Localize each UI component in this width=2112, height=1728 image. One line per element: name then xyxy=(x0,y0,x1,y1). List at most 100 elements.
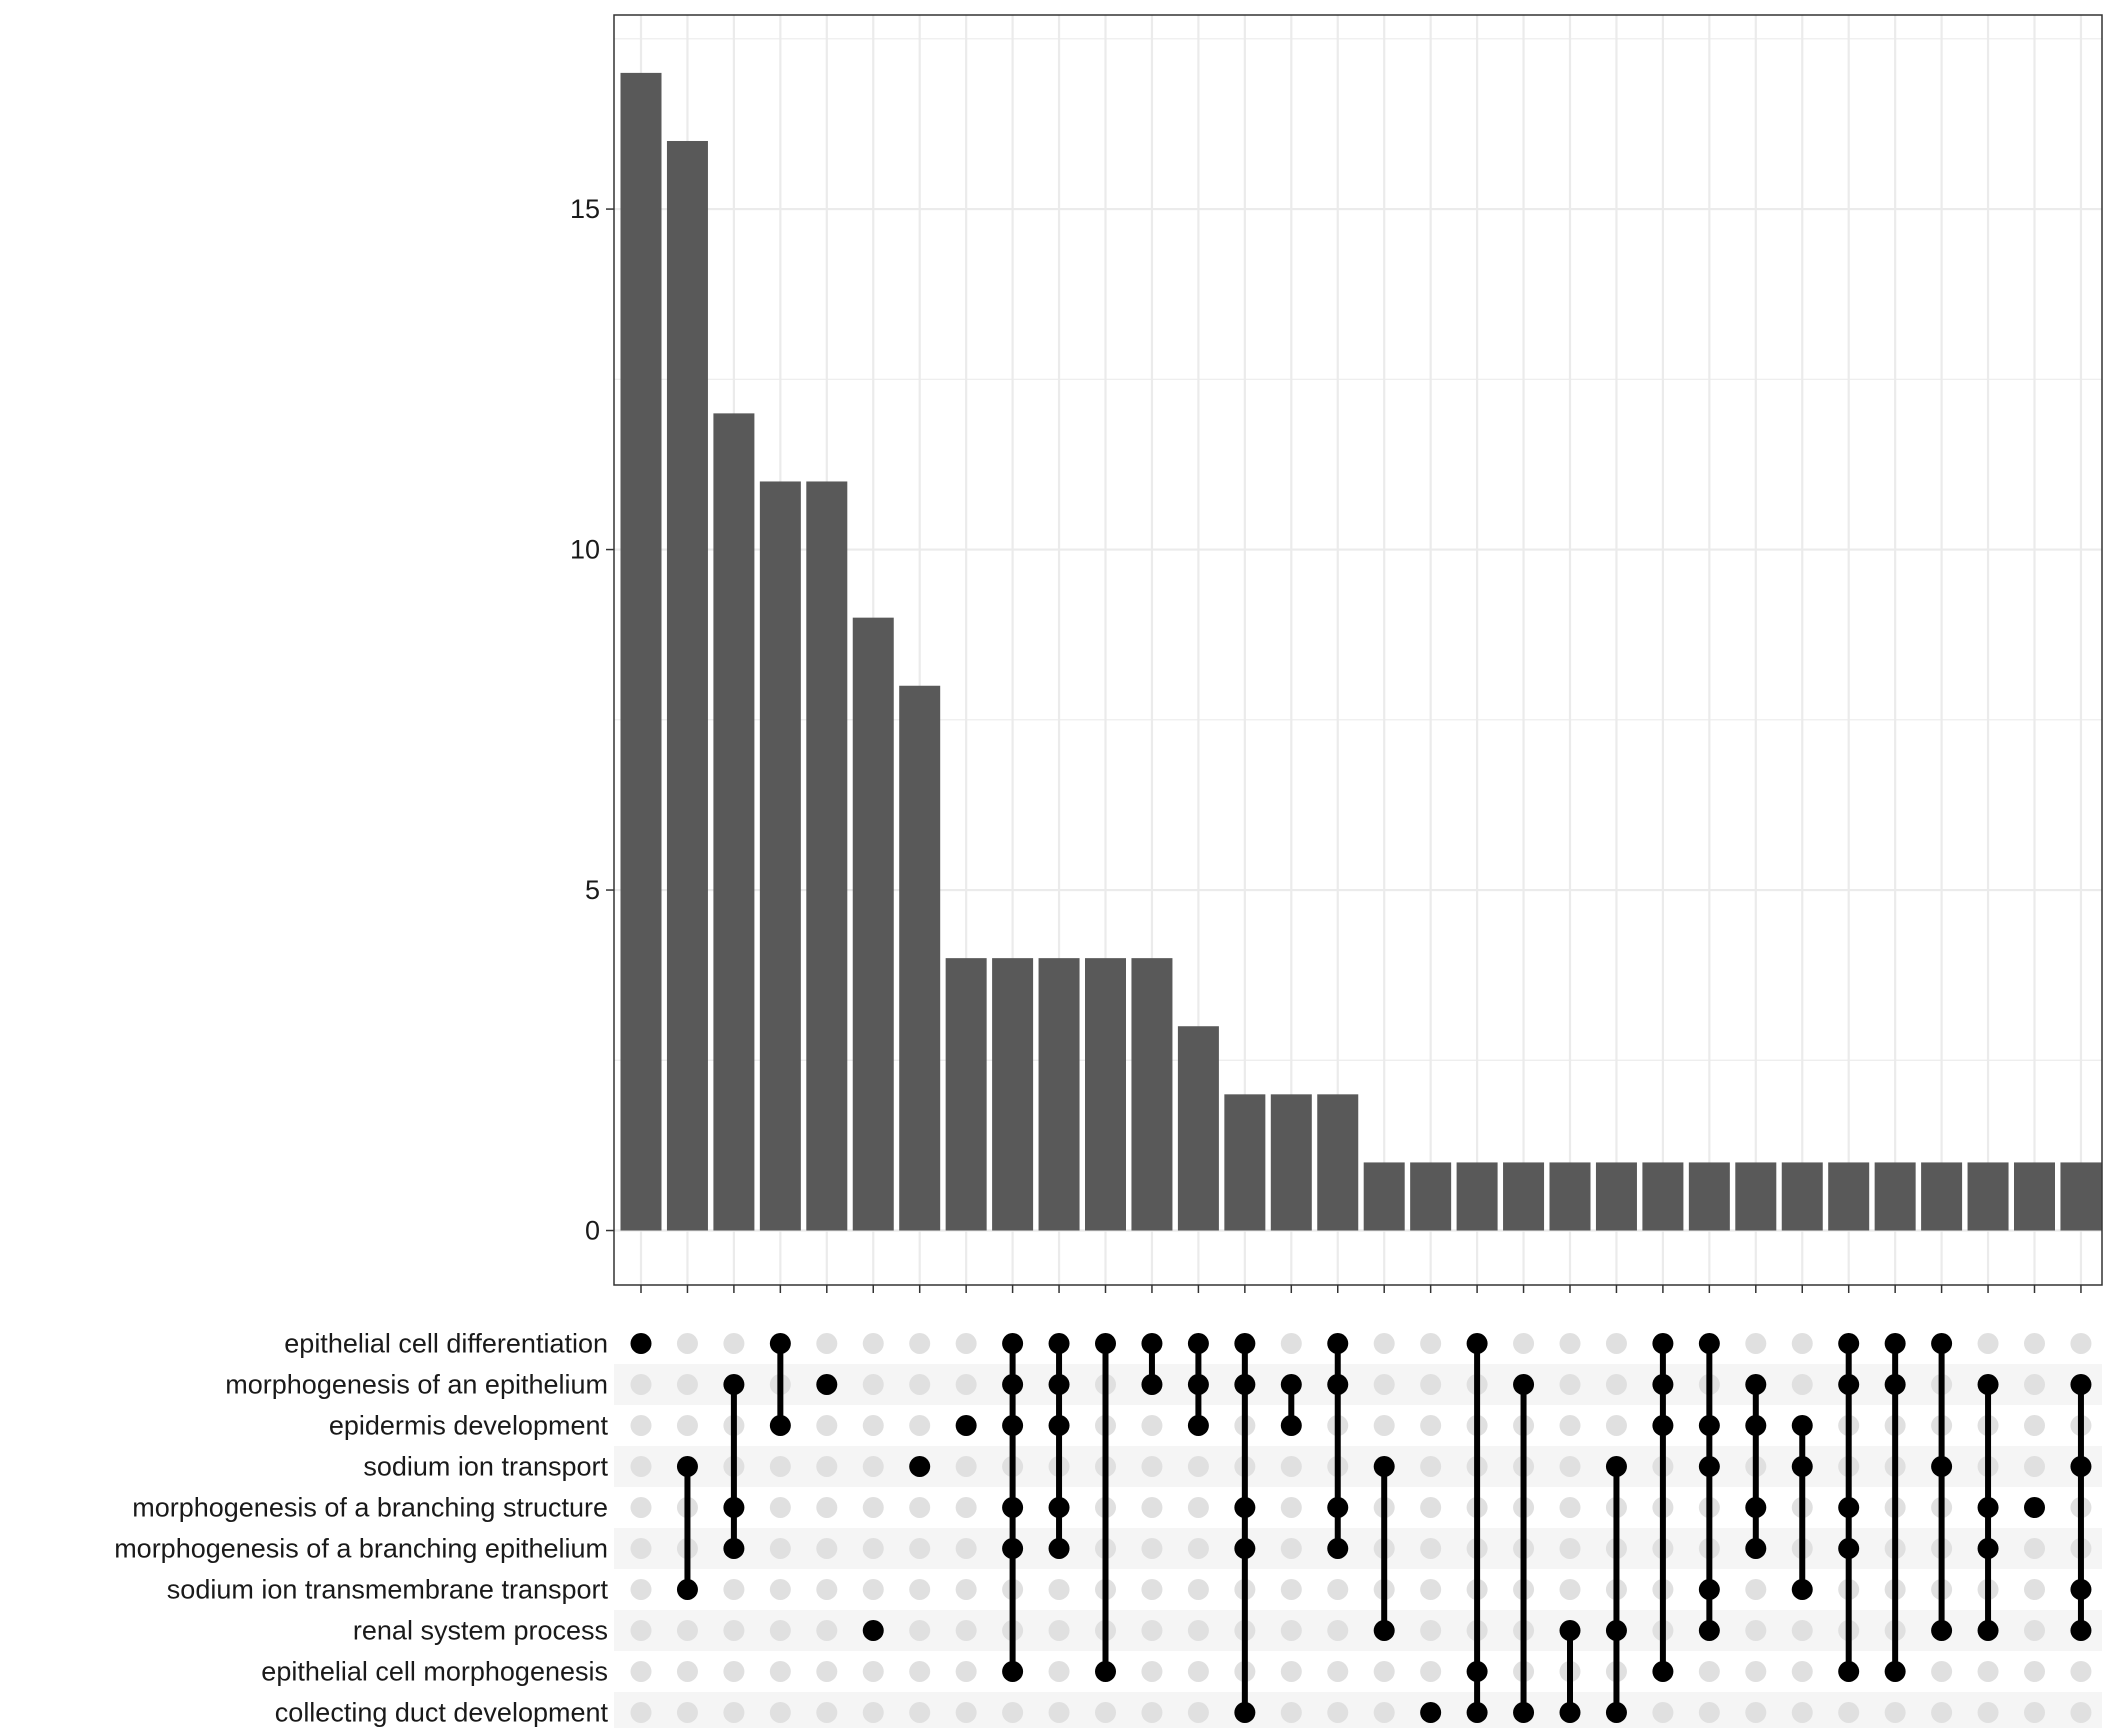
matrix-dot-active xyxy=(630,1333,652,1354)
matrix-dot-inactive xyxy=(769,1456,791,1477)
matrix-dot-inactive xyxy=(955,1333,977,1354)
matrix-dot-inactive xyxy=(723,1702,745,1723)
matrix-dot-inactive xyxy=(769,1620,791,1641)
matrix-dot-inactive xyxy=(1420,1456,1442,1477)
y-tick-label: 10 xyxy=(570,535,600,565)
matrix-dot-inactive xyxy=(2024,1415,2045,1436)
matrix-dot-inactive xyxy=(1420,1579,1442,1600)
matrix-dot-inactive xyxy=(1048,1620,1070,1641)
matrix-dot-active xyxy=(2024,1497,2045,1518)
matrix-dot-inactive xyxy=(1791,1333,1813,1354)
matrix-dot-active xyxy=(1327,1538,1349,1559)
set-label: epidermis development xyxy=(329,1411,609,1441)
matrix-dot-active xyxy=(1002,1415,1024,1436)
matrix-dot-inactive xyxy=(1420,1661,1442,1682)
matrix-dot-inactive xyxy=(1791,1374,1813,1395)
matrix-dot-active xyxy=(1234,1702,1256,1723)
matrix-dot-inactive xyxy=(1605,1333,1627,1354)
intersection-bar xyxy=(1967,1162,2009,1231)
matrix-dot-active xyxy=(1791,1456,1813,1477)
matrix-dot-inactive xyxy=(1745,1620,1767,1641)
matrix-dot-inactive xyxy=(1373,1702,1395,1723)
intersection-size-panel xyxy=(613,14,2103,1286)
matrix-dot-inactive xyxy=(909,1620,931,1641)
matrix-dot-inactive xyxy=(723,1579,745,1600)
matrix-dot-inactive xyxy=(1559,1497,1581,1518)
intersection-bar xyxy=(759,481,801,1231)
matrix-dot-active xyxy=(955,1415,977,1436)
intersection-bar xyxy=(2014,1162,2055,1231)
matrix-dot-inactive xyxy=(1280,1579,1302,1600)
matrix-dot-inactive xyxy=(2070,1702,2092,1723)
matrix-dot-inactive xyxy=(1420,1538,1442,1559)
matrix-dot-active xyxy=(1698,1620,1720,1641)
intersection-bar xyxy=(852,617,894,1231)
matrix-dot-active xyxy=(1745,1374,1767,1395)
matrix-dot-inactive xyxy=(1280,1456,1302,1477)
matrix-dot-active xyxy=(1977,1620,1999,1641)
matrix-dot-inactive xyxy=(1327,1579,1349,1600)
set-label: sodium ion transmembrane transport xyxy=(167,1575,609,1605)
matrix-dot-active xyxy=(1048,1374,1070,1395)
matrix-dot-inactive xyxy=(1559,1456,1581,1477)
matrix-dot-active xyxy=(1698,1333,1720,1354)
matrix-dot-inactive xyxy=(676,1333,698,1354)
matrix-dot-active xyxy=(1652,1661,1674,1682)
matrix-dot-inactive xyxy=(1977,1661,1999,1682)
matrix-dot-inactive xyxy=(630,1374,652,1395)
matrix-dot-active xyxy=(769,1333,791,1354)
set-label: morphogenesis of a branching structure xyxy=(132,1493,608,1523)
matrix-dot-inactive xyxy=(1095,1702,1116,1723)
matrix-dot-active xyxy=(1002,1333,1024,1354)
matrix-dot-active xyxy=(1373,1456,1395,1477)
matrix-dot-inactive xyxy=(1141,1579,1163,1600)
intersection-bar xyxy=(2060,1162,2102,1231)
intersection-bar xyxy=(1549,1162,1591,1231)
matrix-dot-inactive xyxy=(2024,1579,2045,1600)
matrix-dot-inactive xyxy=(1698,1702,1720,1723)
set-label: morphogenesis of a branching epithelium xyxy=(114,1534,608,1564)
matrix-dot-inactive xyxy=(1745,1579,1767,1600)
matrix-dot-inactive xyxy=(630,1497,652,1518)
matrix-dot-inactive xyxy=(955,1620,977,1641)
set-label: renal system process xyxy=(353,1616,608,1646)
matrix-dot-active xyxy=(1002,1538,1024,1559)
matrix-dot-active xyxy=(1513,1374,1535,1395)
intersection-bar xyxy=(1131,958,1173,1231)
set-label: collecting duct development xyxy=(275,1698,609,1728)
set-label: epithelial cell morphogenesis xyxy=(261,1657,608,1687)
intersection-bar xyxy=(945,958,987,1231)
matrix-dot-active xyxy=(1884,1661,1906,1682)
matrix-dot-active xyxy=(1605,1620,1627,1641)
matrix-dot-inactive xyxy=(676,1415,698,1436)
matrix-dot-inactive xyxy=(1977,1333,1999,1354)
matrix-dot-active xyxy=(1838,1374,1860,1395)
matrix-dot-inactive xyxy=(1977,1702,1999,1723)
y-tick-label: 15 xyxy=(570,194,600,224)
matrix-dot-active xyxy=(1002,1661,1024,1682)
matrix-dot-inactive xyxy=(862,1497,884,1518)
matrix-dot-inactive xyxy=(630,1456,652,1477)
matrix-dot-inactive xyxy=(816,1538,838,1559)
matrix-dot-active xyxy=(1187,1374,1209,1395)
matrix-dot-active xyxy=(1234,1497,1256,1518)
matrix-dot-active xyxy=(1745,1415,1767,1436)
matrix-dot-active xyxy=(1466,1661,1488,1682)
matrix-dot-active xyxy=(1791,1415,1813,1436)
matrix-dot-inactive xyxy=(630,1702,652,1723)
matrix-dot-inactive xyxy=(1187,1702,1209,1723)
set-label: epithelial cell differentiation xyxy=(284,1329,608,1359)
matrix-dot-inactive xyxy=(1141,1456,1163,1477)
matrix-dot-inactive xyxy=(1141,1497,1163,1518)
intersection-bar xyxy=(1317,1094,1359,1231)
matrix-dot-inactive xyxy=(1187,1579,1209,1600)
matrix-dot-active xyxy=(1187,1415,1209,1436)
matrix-dot-active xyxy=(1420,1702,1442,1723)
matrix-dot-active xyxy=(723,1497,745,1518)
matrix-dot-inactive xyxy=(816,1415,838,1436)
intersection-bars xyxy=(620,72,2102,1231)
matrix-dot-inactive xyxy=(1327,1661,1349,1682)
set-label: sodium ion transport xyxy=(363,1452,608,1482)
matrix-dot-active xyxy=(1141,1374,1163,1395)
matrix-dot-active xyxy=(1698,1415,1720,1436)
